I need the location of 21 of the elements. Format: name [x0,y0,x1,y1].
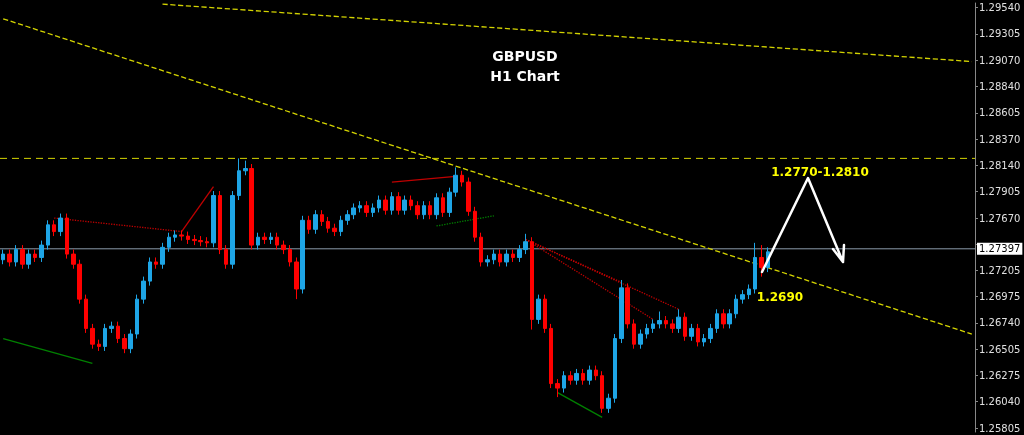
y-tick-label: 1.25805 [979,422,1021,434]
y-tick-label: 1.26040 [979,396,1021,408]
y-tick-label: 1.26275 [979,369,1021,381]
y-tick-label: 1.26975 [979,290,1021,302]
y-tick-label: 1.28140 [979,159,1021,171]
y-tick-label: 1.27205 [979,264,1021,276]
y-tick-label: 1.29305 [979,28,1021,40]
ref-line-label: 1.27397 [979,243,1021,255]
y-tick-label: 1.27905 [979,186,1021,198]
y-tick-label: 1.28605 [979,107,1021,119]
y-tick-label: 1.28370 [979,133,1021,145]
y-tick-label: 1.26505 [979,343,1021,355]
text: H1 Chart [490,68,561,84]
y-tick-label: 1.26740 [979,317,1021,329]
y-tick-label: 1.29070 [979,54,1021,66]
y-tick-label: 1.27670 [979,212,1021,224]
annotation: 1.2690 [756,290,804,304]
y-tick-label: 1.28840 [979,80,1021,92]
text: GBPUSD [492,48,558,64]
y-tick-label: 1.29540 [979,2,1021,13]
annotation: 1.2770-1.2810 [771,165,869,179]
